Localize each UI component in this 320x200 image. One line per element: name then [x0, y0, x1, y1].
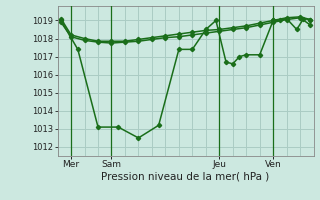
X-axis label: Pression niveau de la mer( hPa ): Pression niveau de la mer( hPa )	[101, 172, 270, 182]
